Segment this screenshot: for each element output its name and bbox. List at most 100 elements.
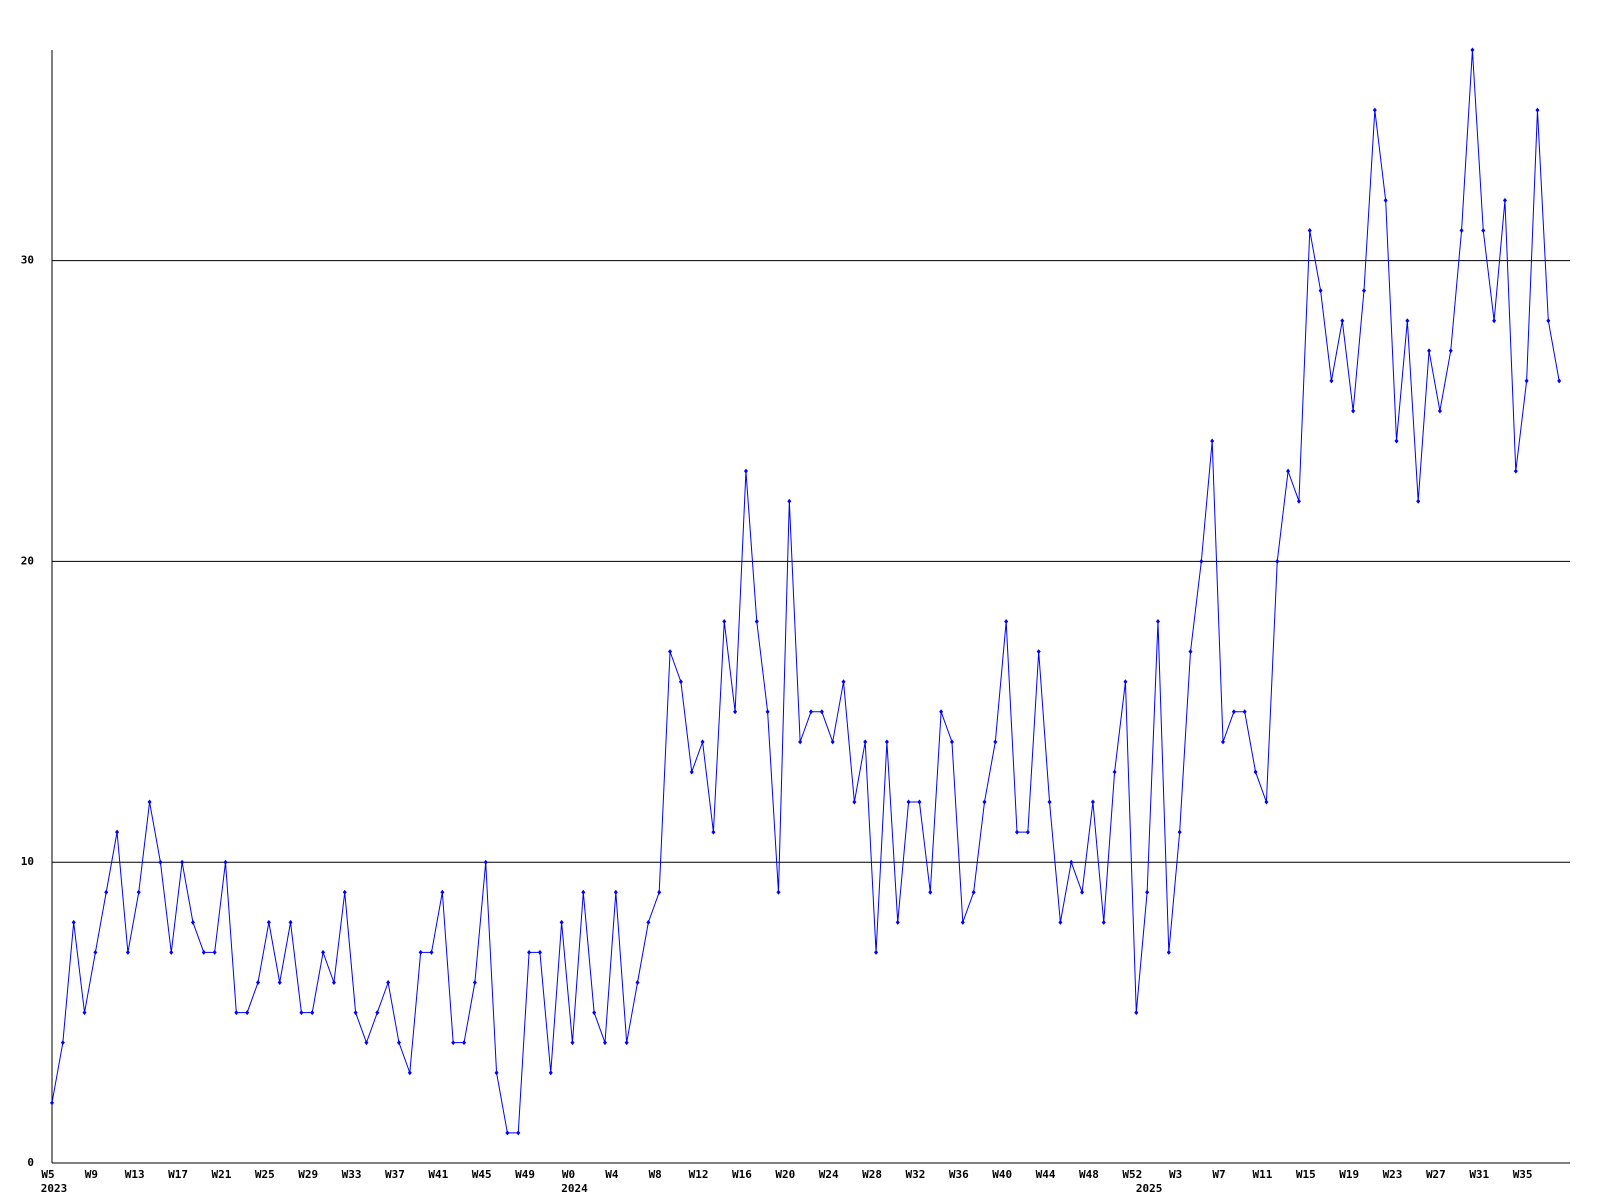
x-tick-label: W35 xyxy=(1513,1168,1533,1181)
point xyxy=(1416,498,1421,504)
point xyxy=(1166,949,1171,955)
point xyxy=(1329,378,1334,384)
point xyxy=(592,1010,597,1016)
point xyxy=(234,1010,239,1016)
x-group-label: 2023 xyxy=(41,1182,68,1195)
point xyxy=(1427,348,1432,354)
x-tick-label: W23 xyxy=(1383,1168,1403,1181)
point xyxy=(711,829,716,835)
point xyxy=(1101,919,1106,925)
point xyxy=(1535,107,1540,113)
x-tick-label: W11 xyxy=(1252,1168,1272,1181)
x-tick-label: W9 xyxy=(85,1168,98,1181)
point xyxy=(201,949,206,955)
point xyxy=(1275,558,1280,564)
point xyxy=(809,709,813,715)
point xyxy=(787,498,792,504)
point xyxy=(689,769,694,775)
point xyxy=(136,889,141,895)
point xyxy=(1372,107,1377,113)
x-tick-label: W12 xyxy=(689,1168,709,1181)
x-tick-label: W36 xyxy=(949,1168,969,1181)
point xyxy=(928,889,933,895)
point xyxy=(668,649,673,655)
point xyxy=(353,1010,358,1016)
y-tick-label: 10 xyxy=(21,855,34,868)
y-tick-label: 20 xyxy=(21,554,34,567)
point xyxy=(1177,829,1182,835)
point xyxy=(1340,318,1345,324)
point xyxy=(115,829,120,835)
x-tick-label: W13 xyxy=(125,1168,145,1181)
point xyxy=(364,1040,369,1046)
point xyxy=(1513,468,1518,474)
point xyxy=(1155,619,1160,625)
x-tick-label: W44 xyxy=(1036,1168,1056,1181)
point xyxy=(1004,619,1009,625)
x-tick-label: W41 xyxy=(428,1168,448,1181)
x-tick-label: W33 xyxy=(342,1168,362,1181)
point xyxy=(1286,468,1291,474)
point xyxy=(407,1070,412,1076)
point xyxy=(624,1040,629,1046)
point xyxy=(1047,799,1052,805)
point xyxy=(722,619,727,625)
point xyxy=(93,949,98,955)
x-tick-label: W5 xyxy=(41,1168,54,1181)
point xyxy=(917,799,922,805)
point xyxy=(1036,649,1041,655)
point xyxy=(1112,769,1117,775)
y-tick-label: 0 xyxy=(27,1156,34,1169)
point xyxy=(906,799,911,805)
point xyxy=(494,1070,499,1076)
point xyxy=(754,619,759,625)
point xyxy=(1492,318,1497,324)
x-tick-label: W15 xyxy=(1296,1168,1316,1181)
x-tick-label: W25 xyxy=(255,1168,275,1181)
point xyxy=(939,709,944,715)
point xyxy=(635,980,640,986)
point xyxy=(440,889,445,895)
point xyxy=(1394,438,1399,444)
point xyxy=(321,949,326,955)
point xyxy=(288,919,293,925)
point xyxy=(1318,288,1323,294)
point xyxy=(1145,889,1150,895)
point xyxy=(700,739,705,745)
x-tick-label: W29 xyxy=(298,1168,318,1181)
point xyxy=(71,919,76,925)
point xyxy=(1123,679,1128,685)
x-tick-label: W31 xyxy=(1469,1168,1489,1181)
point xyxy=(1264,799,1269,805)
point xyxy=(1546,318,1551,324)
point xyxy=(1481,227,1486,233)
point xyxy=(1470,47,1475,53)
point xyxy=(169,949,174,955)
point xyxy=(245,1010,250,1016)
point xyxy=(1351,408,1356,414)
point xyxy=(147,799,152,805)
x-tick-label: W40 xyxy=(992,1168,1012,1181)
point xyxy=(223,859,228,865)
x-tick-label: W20 xyxy=(775,1168,795,1181)
point xyxy=(1405,318,1410,324)
point xyxy=(342,889,347,895)
point xyxy=(733,709,738,715)
point xyxy=(537,949,542,955)
x-tick-label: W3 xyxy=(1169,1168,1182,1181)
point xyxy=(1524,378,1529,384)
x-tick-label: W28 xyxy=(862,1168,882,1181)
point xyxy=(602,1040,607,1046)
point xyxy=(462,1040,467,1046)
point xyxy=(375,1010,380,1016)
point xyxy=(819,709,824,715)
point xyxy=(548,1070,553,1076)
point xyxy=(863,739,868,745)
point xyxy=(158,859,163,865)
point xyxy=(60,1040,65,1046)
point xyxy=(960,919,965,925)
point xyxy=(1199,558,1204,564)
point xyxy=(1080,889,1085,895)
point xyxy=(657,889,662,895)
point xyxy=(1437,408,1442,414)
